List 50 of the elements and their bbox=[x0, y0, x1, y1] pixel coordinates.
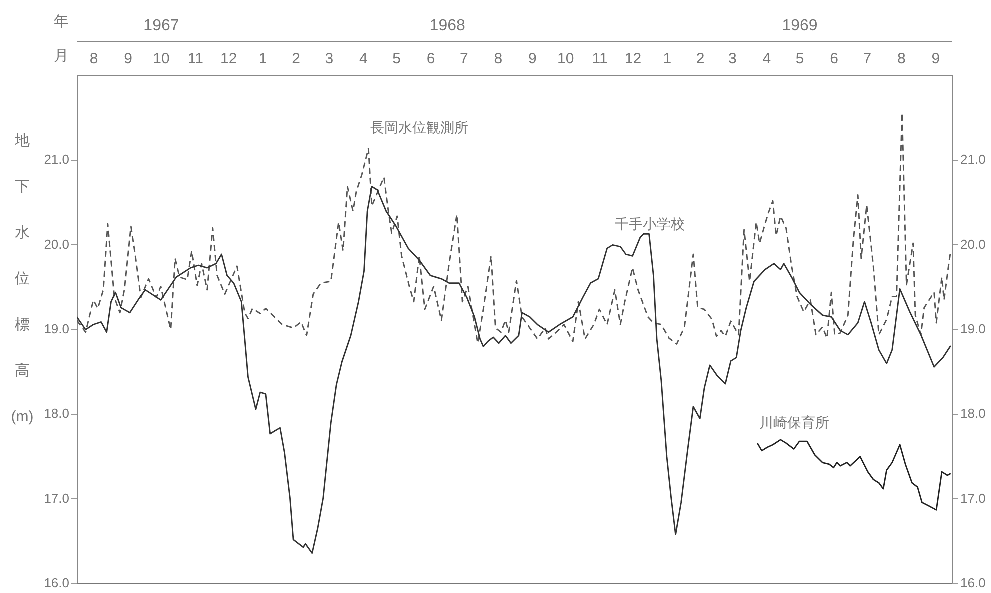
x-tick-label: 7 bbox=[863, 50, 872, 68]
x-tick-label: 6 bbox=[426, 50, 436, 68]
x-tick-label: 7 bbox=[460, 50, 468, 68]
annotation: 長岡水位観測所 bbox=[370, 120, 469, 136]
x-tick-label: 8 bbox=[494, 50, 503, 68]
y2-tick-label: 16.0 bbox=[960, 576, 986, 590]
x2-tick-label: 1968 bbox=[430, 18, 466, 34]
x-tick-label: 10 bbox=[557, 50, 574, 68]
x-tick-label: 11 bbox=[592, 50, 608, 68]
x-tick-label: 9 bbox=[528, 50, 537, 68]
x-tick-label: 8 bbox=[90, 50, 98, 68]
text: 地下水位標高 (m) bbox=[11, 132, 34, 426]
x-tick-label: 6 bbox=[830, 50, 838, 68]
x-tick-label: 9 bbox=[124, 50, 132, 68]
line-series bbox=[77, 112, 952, 345]
y-tick-label: 19.0 bbox=[44, 322, 70, 336]
x-tick-label: 3 bbox=[325, 50, 334, 68]
x-tick-label: 12 bbox=[624, 50, 642, 68]
y2-tick-label: 18.0 bbox=[960, 406, 986, 422]
x-tick-label: 9 bbox=[932, 50, 940, 68]
y2-tick-label: 17.0 bbox=[960, 490, 986, 506]
x2-axis-title: 年 bbox=[54, 14, 69, 30]
x-tick-label: 12 bbox=[220, 50, 238, 68]
x-tick-label: 11 bbox=[188, 50, 204, 68]
annotation: 千手小学校 bbox=[614, 216, 685, 232]
x-tick-label: 4 bbox=[762, 50, 772, 68]
y-tick-label: 21.0 bbox=[44, 152, 70, 168]
x-tick-label: 3 bbox=[728, 50, 737, 68]
x-tick-label: 1 bbox=[663, 50, 672, 68]
annotation: 川崎保育所 bbox=[760, 414, 830, 430]
y2-tick-label: 21.0 bbox=[960, 152, 986, 168]
x-tick-label: 5 bbox=[392, 50, 401, 68]
x-tick-label: 8 bbox=[898, 50, 906, 68]
line-series bbox=[77, 186, 952, 554]
x2-tick-label: 1969 bbox=[782, 18, 818, 34]
x-tick-label: 2 bbox=[292, 50, 300, 68]
x-tick-label: 2 bbox=[696, 50, 705, 68]
y-tick-label: 20.0 bbox=[44, 236, 70, 252]
x-tick-label: 1 bbox=[258, 50, 268, 68]
x2-tick-label: 1967 bbox=[144, 18, 180, 34]
x-tick-label: 10 bbox=[153, 50, 170, 68]
y2-tick-label: 19.0 bbox=[960, 322, 986, 336]
y-tick-label: 18.0 bbox=[44, 406, 70, 422]
y-tick-label: 16.0 bbox=[44, 576, 70, 590]
x-tick-label: 5 bbox=[796, 50, 804, 68]
x-axis-title: 月 bbox=[54, 48, 69, 64]
line-series bbox=[756, 439, 952, 511]
x-tick-label: 4 bbox=[359, 50, 368, 68]
y2-tick-label: 20.0 bbox=[960, 236, 986, 252]
y-tick-label: 17.0 bbox=[44, 490, 70, 506]
